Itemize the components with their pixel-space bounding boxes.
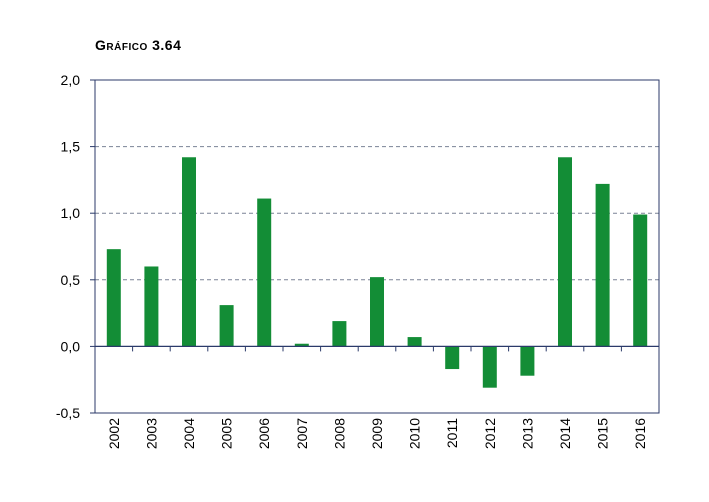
bar-2007: [294, 343, 309, 347]
bar-2006: [257, 198, 272, 347]
x-tick-label: 2002: [106, 418, 122, 449]
chart-title: Gráfico 3.64: [95, 37, 182, 53]
x-tick-label: 2005: [219, 418, 235, 449]
x-axis-ticks: 2002 2003 2004 2005 2006 2007 2008 2009 2010 2011…: [106, 418, 648, 449]
x-tick-label: 2013: [519, 418, 535, 449]
x-tick-label: 2009: [369, 418, 385, 449]
plot-frame: [94, 79, 660, 414]
bars: [106, 157, 648, 388]
x-tick-label: 2014: [557, 418, 573, 449]
y-tick-label: 0,0: [61, 338, 81, 354]
y-tick-label: -0,5: [56, 405, 80, 421]
gridlines: [95, 146, 659, 281]
y-tick-label: 0,5: [61, 272, 81, 288]
bar-2013: [520, 346, 535, 376]
bar-2004: [182, 157, 196, 347]
bar-2003: [144, 266, 159, 347]
bar-2008: [332, 321, 347, 347]
x-tick-label: 2004: [181, 418, 197, 449]
zero-axis: [94, 345, 660, 352]
x-tick-label: 2012: [482, 418, 498, 449]
x-tick-label: 2003: [143, 418, 159, 449]
y-tick-label: 1,5: [61, 139, 81, 155]
x-tick-label: 2006: [256, 418, 272, 449]
x-tick-label: 2008: [331, 418, 347, 449]
bar-2010: [407, 337, 422, 347]
bar-2016: [633, 214, 648, 347]
x-tick-label: 2016: [632, 418, 648, 449]
bar-2012: [482, 346, 497, 388]
bar-2011: [445, 346, 460, 370]
y-tick-label: 1,0: [61, 205, 81, 221]
x-tick-label: 2015: [595, 418, 611, 449]
y-tick-label: 2,0: [61, 72, 81, 88]
x-tick-label: 2007: [294, 418, 310, 449]
bar-2002: [106, 249, 121, 347]
y-axis-ticks: -0,5 0,0 0,5 1,0 1,5 2,0: [56, 72, 95, 421]
x-tick-label: 2010: [407, 418, 423, 449]
bar-2009: [370, 277, 384, 347]
bar-2015: [595, 183, 610, 347]
x-tick-label: 2011: [444, 418, 460, 448]
bar-2005: [219, 305, 234, 347]
bar-2014: [558, 157, 572, 347]
